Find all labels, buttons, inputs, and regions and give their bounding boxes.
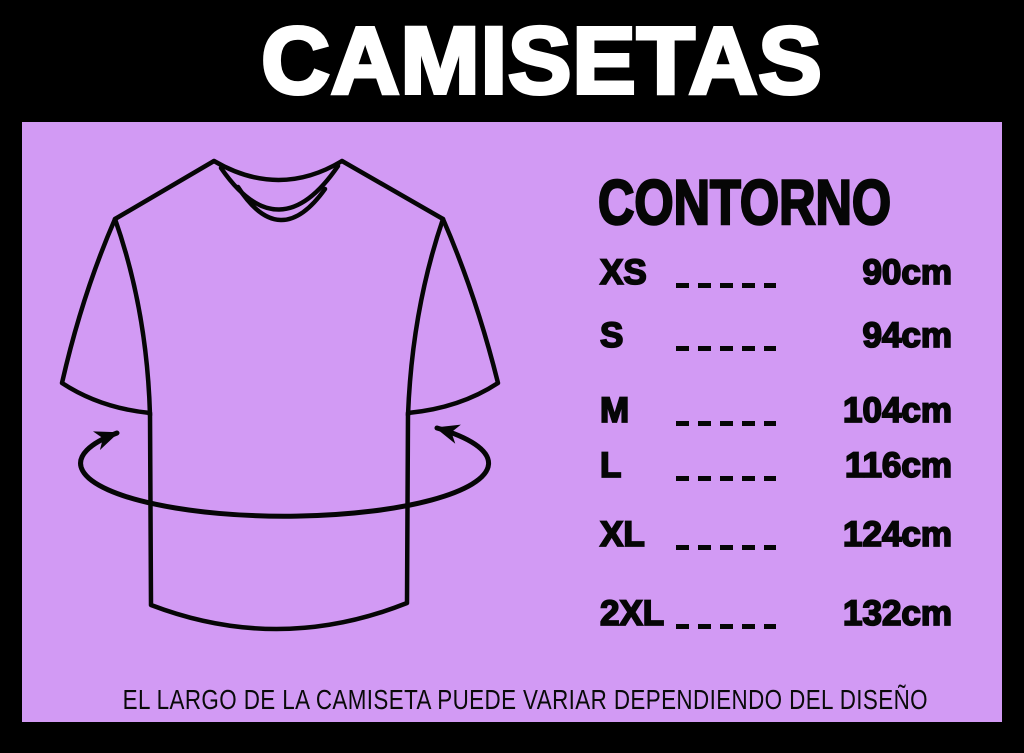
dash-leader (676, 345, 776, 351)
size-value: 132cm (842, 593, 953, 633)
size-value: 94cm (862, 315, 953, 355)
size-label: S (599, 315, 624, 355)
size-row-xl: XL 124cm (599, 512, 953, 556)
measurement-heading: CONTORNO (597, 168, 892, 238)
size-label: 2XL (599, 593, 665, 633)
tshirt-collar (211, 158, 345, 223)
size-label: XL (599, 514, 646, 554)
size-row-s: S 94cm (599, 313, 953, 357)
size-row-2xl: 2XL 132cm (599, 591, 953, 635)
size-row-m: M 104cm (599, 388, 953, 432)
dash-leader (676, 282, 776, 288)
size-row-xs: XS 90cm (599, 250, 953, 294)
size-label: M (599, 390, 630, 430)
chest-circumference-arrow (78, 424, 491, 519)
size-label: L (599, 445, 622, 485)
size-value: 90cm (862, 252, 953, 292)
poster-title: CAMISETAS (259, 7, 823, 114)
footnote-area: EL LARGO DE LA CAMISETA PUEDE VARIAR DEP… (22, 684, 1002, 716)
dash-leader (676, 544, 776, 550)
size-value: 116cm (844, 445, 953, 485)
size-value: 124cm (842, 514, 953, 554)
size-row-l: L 116cm (599, 443, 953, 487)
dash-leader (676, 475, 776, 481)
size-chart-panel: CONTORNO XS 90cm S 94cm M 104cm L 116cm … (22, 122, 1002, 722)
size-value: 104cm (842, 390, 953, 430)
tshirt-body-outline (59, 158, 501, 632)
size-label: XS (599, 252, 648, 292)
header-band: CAMISETAS (0, 0, 1024, 122)
footnote-text: EL LARGO DE LA CAMISETA PUEDE VARIAR DEP… (122, 684, 928, 715)
tshirt-outline-illustration (59, 158, 501, 632)
dash-leader (676, 623, 776, 629)
dash-leader (676, 420, 776, 426)
